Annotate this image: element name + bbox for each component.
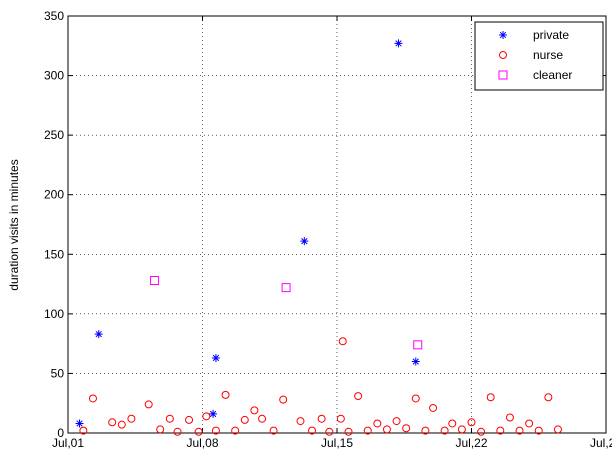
point xyxy=(250,406,259,415)
point xyxy=(296,417,305,426)
point xyxy=(411,394,420,403)
point xyxy=(308,426,317,435)
point xyxy=(202,412,211,421)
point xyxy=(281,283,291,293)
y-tick-label: 350 xyxy=(44,9,64,23)
point xyxy=(258,414,267,423)
point xyxy=(75,419,84,428)
point xyxy=(79,426,88,435)
point xyxy=(149,275,159,285)
y-axis-label: duration visits in minutes xyxy=(7,159,21,290)
point xyxy=(211,353,220,362)
legend-label: private xyxy=(533,28,569,42)
point xyxy=(269,426,278,435)
point xyxy=(88,394,97,403)
point xyxy=(457,425,466,434)
y-tick-label: 50 xyxy=(51,366,65,380)
point xyxy=(300,237,309,246)
point xyxy=(413,340,423,350)
x-tick-label: Jul,22 xyxy=(455,436,487,450)
y-tick-label: 250 xyxy=(44,128,64,142)
point xyxy=(209,409,218,418)
axes-box xyxy=(67,15,607,434)
legend-label: nurse xyxy=(533,48,563,62)
y-tick-label: 100 xyxy=(44,307,64,321)
point xyxy=(515,426,524,435)
y-tick-label: 200 xyxy=(44,188,64,202)
point xyxy=(94,330,103,339)
legend-box xyxy=(474,21,604,91)
legend-label: cleaner xyxy=(533,68,572,82)
point xyxy=(144,400,153,409)
point xyxy=(448,419,457,428)
legend-marker xyxy=(499,31,507,39)
point xyxy=(486,393,495,402)
point xyxy=(440,426,449,435)
point xyxy=(240,415,249,424)
point xyxy=(173,427,182,436)
point xyxy=(363,426,372,435)
legend-marker xyxy=(498,70,508,80)
point xyxy=(467,418,476,427)
point xyxy=(279,395,288,404)
point xyxy=(317,414,326,423)
y-tick-label: 0 xyxy=(57,426,64,440)
point xyxy=(325,427,334,436)
point xyxy=(402,424,411,433)
point xyxy=(429,403,438,412)
point xyxy=(553,425,562,434)
point xyxy=(382,425,391,434)
point xyxy=(544,393,553,402)
point xyxy=(534,426,543,435)
point xyxy=(117,420,126,429)
point xyxy=(231,426,240,435)
point xyxy=(156,425,165,434)
point xyxy=(477,427,486,436)
x-tick-label: Jul,15 xyxy=(321,436,353,450)
point xyxy=(392,417,401,426)
point xyxy=(411,357,420,366)
point xyxy=(421,426,430,435)
x-tick-label: Jul,08 xyxy=(186,436,218,450)
point xyxy=(496,426,505,435)
point xyxy=(165,414,174,423)
point xyxy=(108,418,117,427)
point xyxy=(336,414,345,423)
x-tick-label: Jul,29 xyxy=(590,436,612,450)
point xyxy=(354,392,363,401)
point xyxy=(525,419,534,428)
x-tick-label: Jul,01 xyxy=(52,436,84,450)
y-tick-label: 150 xyxy=(44,247,64,261)
legend-marker xyxy=(499,51,507,59)
point xyxy=(221,390,230,399)
point xyxy=(505,413,514,422)
point xyxy=(185,415,194,424)
point xyxy=(373,419,382,428)
point xyxy=(338,337,347,346)
point xyxy=(127,414,136,423)
point xyxy=(194,427,203,436)
point xyxy=(211,426,220,435)
y-tick-label: 300 xyxy=(44,69,64,83)
point xyxy=(394,39,403,48)
point xyxy=(344,427,353,436)
